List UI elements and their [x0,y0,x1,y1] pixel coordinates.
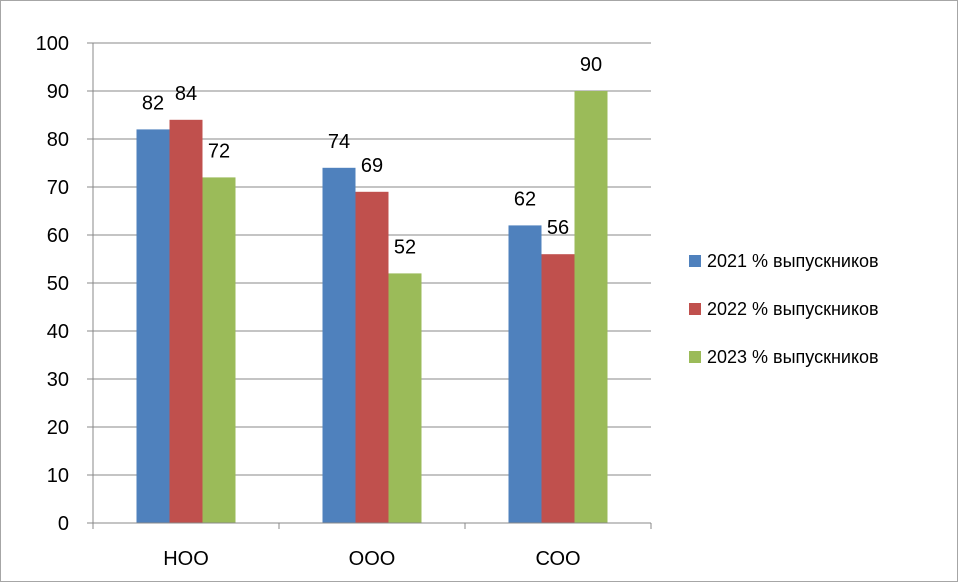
y-tick-label: 80 [47,129,69,151]
y-tick-label: 50 [47,273,69,295]
legend-swatch [689,303,701,315]
legend-swatch [689,351,701,363]
bar [541,254,575,523]
y-tick-label: 40 [47,321,69,343]
axes: 0 10 20 30 40 50 60 70 80 90 100 НОО ООО СОО [36,33,652,570]
y-tick-label: 70 [47,177,69,199]
data-label: 90 [580,54,602,76]
data-label: 72 [208,140,230,162]
data-label: 69 [361,155,383,177]
legend-label: 2022 % выпускников [707,298,879,319]
x-tick-label: НОО [163,548,209,570]
bar [136,129,170,523]
y-tick-label: 30 [47,369,69,391]
y-tick-label: 0 [58,513,69,535]
legend-item: 2023 % выпускников [689,333,879,381]
y-tick-label: 90 [47,81,69,103]
bar [202,177,236,523]
legend-swatch [689,255,701,267]
bar [355,191,389,524]
legend-label: 2023 % выпускников [707,346,879,367]
legend: 2021 % выпускников 2022 % выпускников 20… [689,237,879,381]
legend-label: 2021 % выпускников [707,250,879,271]
y-tick-label: 20 [47,417,69,439]
legend-item: 2022 % выпускников [689,285,879,333]
data-label: 84 [175,83,197,105]
bar [508,225,542,523]
data-label: 82 [142,92,164,114]
bars [136,91,608,524]
bar [574,91,608,523]
legend-item: 2021 % выпускников [689,237,879,285]
x-tick-label: СОО [535,548,580,570]
bar [169,119,203,524]
y-tick-label: 60 [47,225,69,247]
data-label: 74 [328,131,350,153]
x-tick-label: ООО [349,548,396,570]
bar [388,273,422,523]
y-tick-label: 10 [47,465,69,487]
data-label: 56 [547,217,569,239]
bar [322,167,356,524]
y-tick-label: 100 [36,33,69,55]
data-labels: 82 84 72 74 69 52 62 56 90 [142,54,602,258]
data-label: 52 [394,236,416,258]
data-label: 62 [514,188,536,210]
